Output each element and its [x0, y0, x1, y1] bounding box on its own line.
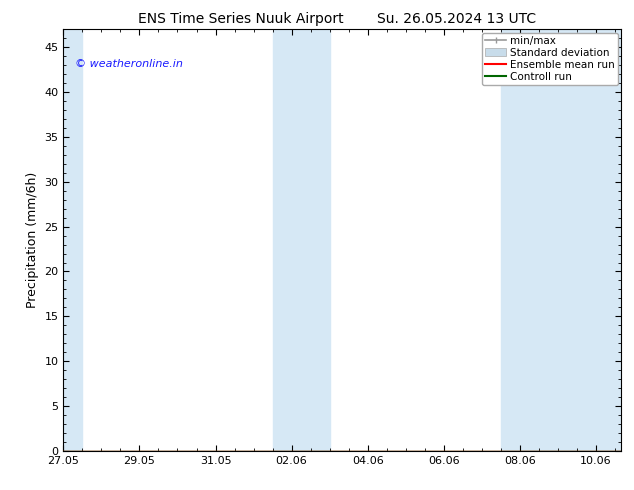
- Y-axis label: Precipitation (mm/6h): Precipitation (mm/6h): [26, 172, 39, 308]
- Text: ENS Time Series Nuuk Airport: ENS Time Series Nuuk Airport: [138, 12, 344, 26]
- Bar: [63, 29, 82, 451]
- Bar: [501, 29, 621, 451]
- Legend: min/max, Standard deviation, Ensemble mean run, Controll run: min/max, Standard deviation, Ensemble me…: [482, 32, 618, 85]
- Text: Su. 26.05.2024 13 UTC: Su. 26.05.2024 13 UTC: [377, 12, 536, 26]
- Text: © weatheronline.in: © weatheronline.in: [75, 59, 183, 69]
- Bar: [273, 29, 330, 451]
